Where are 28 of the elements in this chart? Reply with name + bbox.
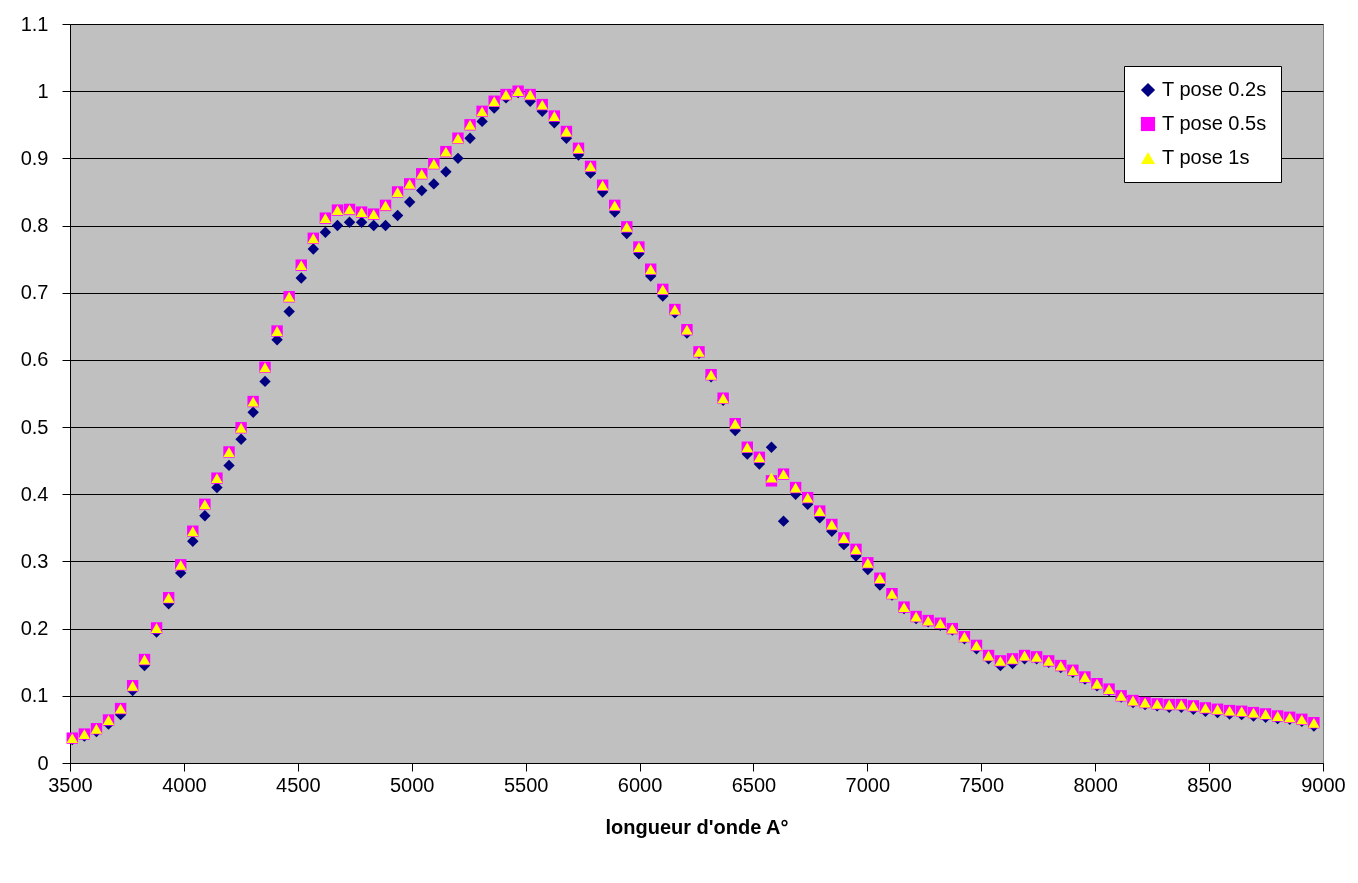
legend-label: T pose 1s xyxy=(1162,146,1250,168)
y-tick-label: 1 xyxy=(37,79,49,102)
x-tick-label: 5000 xyxy=(389,773,435,796)
y-tick-label: 0.3 xyxy=(20,549,49,572)
x-tick-label: 9000 xyxy=(1301,773,1346,796)
legend-label: T pose 0.5s xyxy=(1162,112,1267,134)
legend-label: T pose 0.2s xyxy=(1162,78,1267,100)
x-tick-label: 5500 xyxy=(503,773,549,796)
x-tick-label: 4500 xyxy=(276,773,321,796)
y-tick-label: 0.9 xyxy=(20,146,49,169)
y-tick-label: 0.4 xyxy=(20,482,49,505)
x-tick-label: 7500 xyxy=(959,773,1005,796)
y-tick-label: 0 xyxy=(37,751,49,774)
x-tick-label: 6000 xyxy=(617,773,663,796)
y-tick-label: 0.2 xyxy=(20,617,49,640)
x-tick-label: 7000 xyxy=(845,773,891,796)
x-tick-label: 8000 xyxy=(1073,773,1118,796)
y-tick-label: 0.6 xyxy=(20,348,49,371)
x-axis-title: longueur d'onde A° xyxy=(605,815,789,838)
y-tick-label: 0.1 xyxy=(20,684,49,707)
x-tick-label: 3500 xyxy=(48,773,93,796)
x-tick-label: 8500 xyxy=(1187,773,1232,796)
x-tick-label: 6500 xyxy=(731,773,777,796)
y-tick-label: 0.5 xyxy=(20,415,49,438)
y-tick-label: 1.1 xyxy=(20,12,49,35)
x-tick-label: 4000 xyxy=(162,773,207,796)
y-tick-label: 0.8 xyxy=(20,214,49,237)
y-tick-label: 0.7 xyxy=(20,281,49,304)
